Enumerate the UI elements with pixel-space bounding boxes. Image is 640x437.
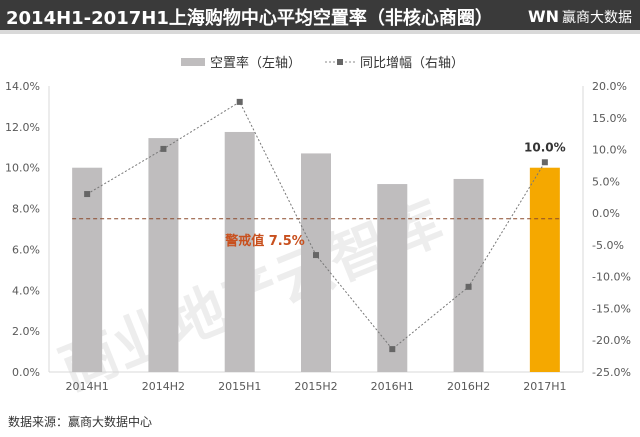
x-tick-label: 2016H2: [447, 380, 490, 393]
bar-2014H1: [72, 167, 103, 372]
right-tick-label: -15.0%: [592, 302, 631, 315]
chart-title: 2014H1-2017H1上海购物中心平均空置率（非核心商圈）: [6, 8, 493, 29]
left-tick-label: 10.0%: [5, 162, 40, 175]
yoy-point-2014H1: [84, 191, 91, 198]
data-label: 10.0%: [524, 141, 566, 155]
bar-2015H2: [301, 153, 331, 372]
x-tick-label: 2015H1: [218, 380, 261, 393]
right-tick-label: 20.0%: [592, 80, 627, 93]
legend-bar-swatch: [181, 58, 205, 66]
legend-line-label: 同比增幅（右轴）: [360, 56, 464, 71]
left-tick-label: 0.0%: [12, 366, 40, 379]
bar-2014H2: [148, 138, 179, 372]
right-tick-label: 10.0%: [592, 144, 627, 157]
right-tick-label: 15.0%: [592, 112, 627, 125]
yoy-point-2015H2: [313, 252, 319, 259]
yoy-point-2016H1: [389, 346, 396, 353]
right-tick-label: -5.0%: [592, 239, 624, 252]
left-tick-label: 4.0%: [12, 284, 40, 297]
logo-text: 赢商大数据: [562, 10, 632, 26]
x-tick-label: 2015H2: [294, 380, 337, 393]
legend-line-marker: [337, 59, 343, 65]
x-tick-label: 2016H1: [371, 380, 414, 393]
bar-2015H1: [224, 131, 255, 372]
yoy-point-2015H1: [236, 98, 243, 105]
bar-2016H1: [377, 184, 408, 372]
left-tick-label: 6.0%: [12, 243, 40, 256]
yoy-point-2017H1: [541, 159, 548, 166]
x-tick-label: 2014H2: [142, 380, 185, 393]
source-text: 数据来源：赢商大数据中心: [8, 415, 153, 429]
left-tick-label: 14.0%: [5, 80, 40, 93]
right-tick-label: -25.0%: [592, 366, 631, 379]
threshold-label: 警戒值 7.5%: [225, 233, 305, 249]
chart-area: 商业地产云智库0.0%2.0%4.0%6.0%8.0%10.0%12.0%14.…: [5, 55, 631, 403]
right-tick-label: 0.0%: [592, 207, 620, 220]
title-bar: 2014H1-2017H1上海购物中心平均空置率（非核心商圈） WN 赢商大数据: [0, 0, 640, 34]
right-tick-label: -10.0%: [592, 271, 631, 284]
right-tick-label: -20.0%: [592, 334, 631, 347]
logo-mark: WN: [527, 7, 559, 26]
left-tick-label: 2.0%: [12, 325, 40, 338]
yoy-point-2016H2: [465, 283, 472, 290]
yoy-point-2014H2: [160, 145, 167, 152]
x-tick-label: 2014H1: [66, 380, 109, 393]
bar-2016H2: [453, 178, 484, 372]
left-tick-label: 8.0%: [12, 203, 40, 216]
x-tick-label: 2017H1: [523, 380, 566, 393]
brand-logo: WN 赢商大数据: [528, 7, 632, 27]
source-note: 数据来源：赢商大数据中心: [8, 413, 152, 430]
right-tick-label: 5.0%: [592, 175, 620, 188]
bar-2017H1: [529, 167, 560, 372]
left-tick-label: 12.0%: [5, 121, 40, 134]
legend-bar-label: 空置率（左轴）: [210, 55, 301, 71]
